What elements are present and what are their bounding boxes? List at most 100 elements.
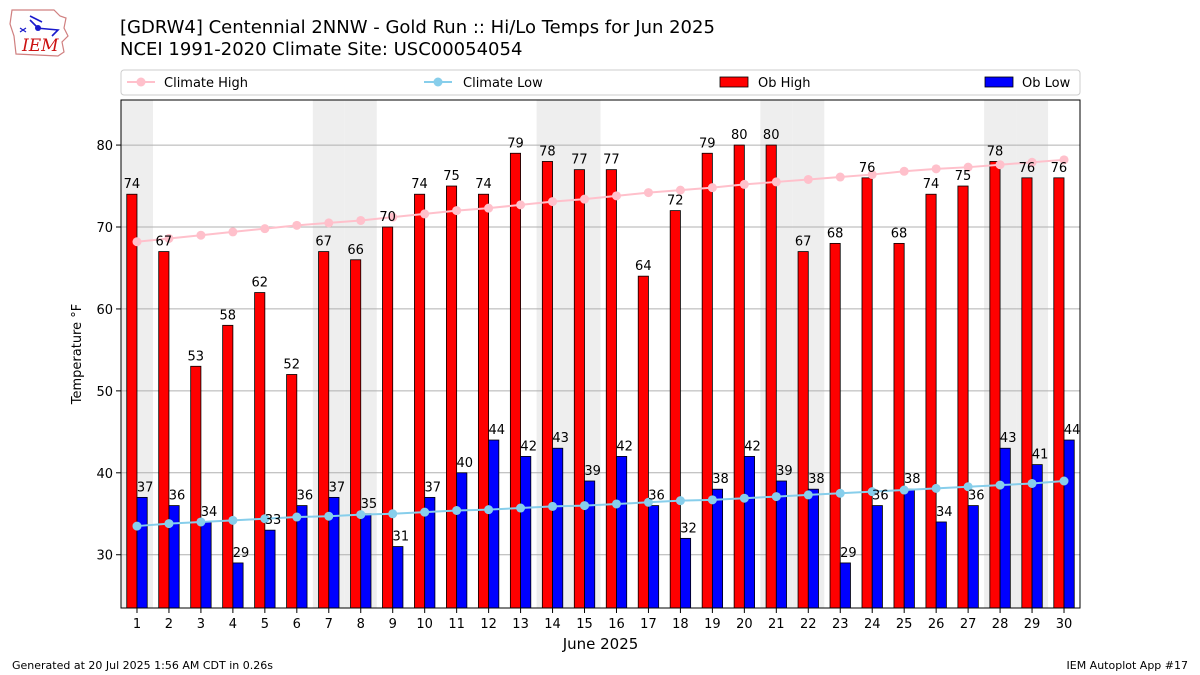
- climate-high-point: [292, 220, 302, 230]
- logo-text: IEM: [21, 36, 59, 56]
- ob-low-label: 44: [488, 423, 505, 438]
- ob-high-label: 68: [827, 226, 844, 241]
- ob-high-bar: [126, 193, 138, 609]
- x-tick-label: 21: [768, 617, 785, 632]
- ob-high-bar: [222, 324, 234, 609]
- ob-high-bar: [669, 210, 681, 609]
- ob-low-label: 42: [520, 439, 537, 454]
- ob-high-label: 75: [443, 169, 460, 184]
- climate-low-point: [835, 488, 845, 498]
- climate-low-point: [548, 501, 558, 511]
- legend-ob-low-swatch: [984, 76, 1014, 88]
- legend-climate-high-label: Climate High: [164, 76, 248, 91]
- ob-high-bar: [829, 242, 841, 609]
- ob-low-bar: [839, 562, 851, 609]
- climate-low-point: [931, 483, 941, 493]
- x-tick-label: 19: [704, 617, 721, 632]
- ob-low-label: 36: [872, 489, 889, 504]
- y-axis-title: Temperature °F: [70, 304, 85, 405]
- ob-high-label: 75: [955, 169, 972, 184]
- ob-high-label: 78: [539, 144, 556, 159]
- chart-subtitle: NCEI 1991-2020 Climate Site: USC00054054: [120, 39, 523, 60]
- climate-high-point: [739, 179, 749, 189]
- legend-climate-low-marker: [433, 77, 443, 87]
- x-tick-label: 14: [544, 617, 561, 632]
- ob-low-bar: [360, 513, 372, 609]
- climate-low-point: [452, 505, 462, 515]
- ob-high-bar: [477, 193, 490, 609]
- ob-low-label: 36: [169, 489, 186, 504]
- climate-low-point: [420, 507, 430, 517]
- ob-low-bar: [552, 447, 564, 609]
- ob-low-bar: [903, 488, 915, 609]
- ob-high-bar: [414, 193, 426, 609]
- ob-low-label: 42: [744, 439, 761, 454]
- ob-high-bar: [1053, 177, 1065, 609]
- ob-low-label: 33: [265, 513, 282, 528]
- climate-high-point: [611, 191, 621, 201]
- ob-high-bar: [605, 169, 617, 609]
- ob-low-bar: [807, 488, 819, 609]
- x-tick-label: 26: [928, 617, 945, 632]
- climate-high-point: [675, 185, 685, 195]
- climate-low-point: [771, 492, 781, 502]
- ob-high-bar: [350, 259, 362, 609]
- climate-high-point: [388, 212, 398, 222]
- x-tick-label: 29: [1024, 617, 1041, 632]
- x-tick-label: 28: [992, 617, 1009, 632]
- ob-high-label: 80: [731, 128, 748, 143]
- x-tick-label: 5: [261, 617, 269, 632]
- ob-high-bar: [254, 292, 266, 609]
- climate-low-point: [228, 515, 238, 525]
- ob-high-label: 76: [1019, 161, 1036, 176]
- ob-low-label: 37: [329, 480, 346, 495]
- x-tick-label: 6: [293, 617, 301, 632]
- ob-high-label: 78: [987, 144, 1004, 159]
- ob-high-label: 58: [219, 308, 236, 323]
- climate-high-point: [963, 162, 973, 172]
- legend-climate-high-marker: [136, 77, 146, 87]
- climate-high-point: [931, 164, 941, 174]
- climate-low-point: [484, 505, 494, 515]
- ob-high-label: 76: [859, 161, 876, 176]
- ob-high-label: 77: [571, 153, 588, 168]
- climate-high-point: [548, 197, 558, 207]
- ob-low-bar: [392, 546, 404, 609]
- ob-low-bar: [488, 439, 500, 609]
- app-label: IEM Autoplot App #17: [1066, 659, 1189, 672]
- climate-high-point: [707, 183, 717, 193]
- ob-low-label: 39: [584, 464, 601, 479]
- climate-low-point: [675, 496, 685, 506]
- ob-high-bar: [1021, 177, 1033, 609]
- ob-high-label: 62: [251, 276, 268, 291]
- ob-low-label: 32: [680, 521, 697, 536]
- climate-low-point: [707, 495, 717, 505]
- climate-low-point: [739, 493, 749, 503]
- ob-high-label: 53: [188, 349, 205, 364]
- ob-high-bar: [765, 144, 777, 609]
- ob-high-label: 67: [315, 235, 332, 250]
- climate-high-point: [452, 206, 462, 216]
- climate-high-point: [420, 209, 430, 219]
- ob-high-label: 52: [283, 357, 300, 372]
- climate-high-point: [803, 174, 813, 184]
- x-tick-label: 20: [736, 617, 753, 632]
- ob-low-label: 29: [233, 546, 250, 561]
- ob-low-label: 36: [968, 489, 985, 504]
- legend-ob-high-swatch: [719, 76, 749, 88]
- x-tick-label: 11: [448, 617, 465, 632]
- ob-low-label: 38: [904, 472, 921, 487]
- ob-low-bar: [584, 480, 596, 609]
- ob-low-label: 42: [616, 439, 633, 454]
- x-tick-label: 18: [672, 617, 689, 632]
- climate-high-point: [484, 203, 494, 213]
- ob-low-bar: [456, 472, 468, 609]
- ob-low-bar: [967, 505, 979, 609]
- climate-high-point: [643, 188, 653, 198]
- x-tick-label: 23: [832, 617, 849, 632]
- ob-low-label: 39: [776, 464, 793, 479]
- ob-high-label: 74: [124, 177, 141, 192]
- legend-ob-low-label: Ob Low: [1022, 76, 1071, 91]
- ob-low-label: 35: [361, 497, 378, 512]
